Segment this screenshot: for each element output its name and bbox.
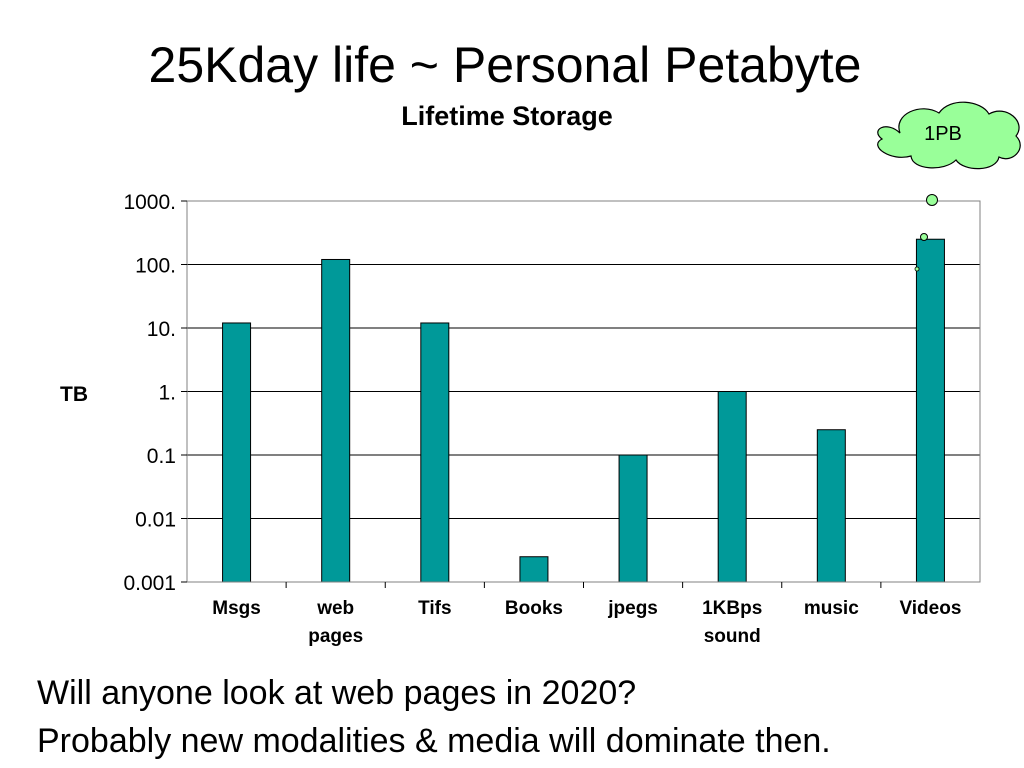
x-tick-label: music (804, 598, 859, 619)
x-tick-label: web (316, 598, 354, 619)
bar-music (816, 429, 846, 583)
1pb-callout: 1PB (877, 101, 1021, 272)
bar-books (519, 556, 549, 583)
y-tick-label: 10. (147, 318, 176, 341)
x-tick-label: Videos (899, 598, 961, 619)
y-tick-label: 0.1 (147, 445, 176, 468)
bar-tifs (420, 322, 450, 583)
chart-title: Lifetime Storage (401, 101, 613, 131)
x-tick-label: 1KBps (702, 598, 762, 619)
callout-bubble-large (926, 194, 938, 206)
closing-line-2: Probably new modalities & media will dom… (37, 722, 831, 760)
x-tick-label: sound (704, 626, 761, 647)
callout-bubble-medium (920, 233, 928, 241)
cloud-shape (877, 101, 1021, 170)
y-tick-label: 1. (158, 382, 176, 405)
y-tick-label: 100. (135, 255, 176, 278)
bar-jpegs (618, 454, 648, 583)
x-tick-label: Msgs (212, 598, 261, 619)
slide-title: 25Kday life ~ Personal Petabyte (148, 37, 862, 93)
bar-videos (915, 238, 945, 583)
closing-line-1: Will anyone look at web pages in 2020? (37, 674, 637, 712)
x-tick-label: Books (505, 598, 563, 619)
bar-web-pages (321, 258, 351, 583)
bar-1kbps-sound (717, 391, 747, 583)
x-tick-label: pages (308, 626, 363, 647)
y-tick-label: 1000. (123, 191, 176, 214)
x-tick-label: jpegs (607, 598, 658, 619)
callout-label: 1PB (924, 123, 962, 145)
y-tick-label: 0.001 (123, 572, 176, 595)
bar-msgs (222, 322, 252, 583)
x-tick-label: Tifs (418, 598, 451, 619)
y-axis-label: TB (60, 383, 88, 406)
callout-bubble-small (914, 266, 920, 272)
y-tick-label: 0.01 (135, 509, 176, 532)
